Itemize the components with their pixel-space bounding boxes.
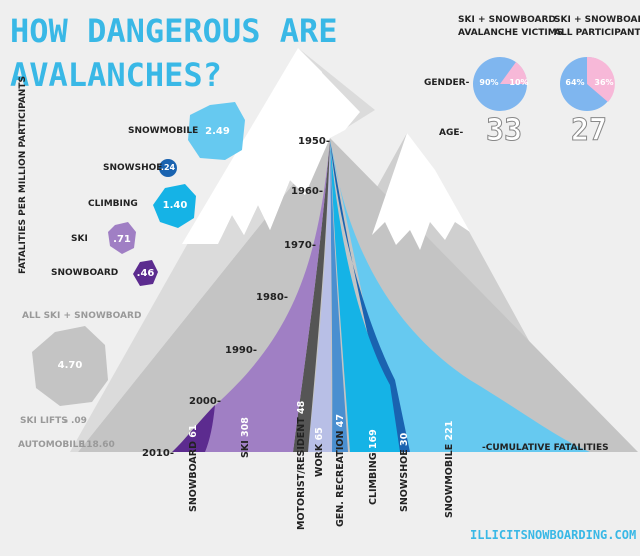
cat-snowboard-value: 61 bbox=[188, 424, 199, 438]
cat-snowshoe: SNOWSHOE 30 bbox=[399, 433, 410, 512]
bubble-snowmobile bbox=[188, 102, 245, 160]
rate-label-ski: SKI bbox=[71, 234, 88, 244]
bubble-climbing bbox=[153, 184, 196, 228]
cat-snowmobile-value: 221 bbox=[444, 420, 455, 441]
ski-lifts-label: SKI LIFTS bbox=[20, 416, 68, 426]
cat-gen-recreation-value: 47 bbox=[335, 414, 346, 428]
cat-snowshoe-label: SNOWSHOE bbox=[399, 449, 410, 512]
ski-lifts-value: .09 bbox=[71, 416, 87, 426]
year-1990: 1990- bbox=[225, 345, 257, 356]
all-ski-value: 4.70 bbox=[57, 360, 83, 371]
snow-cap-main-2 bbox=[182, 48, 330, 244]
bubble-ski-lifts bbox=[64, 419, 68, 423]
cat-snowmobile-label: SNOWMOBILE bbox=[444, 443, 455, 518]
cat-gen-recreation-label: GEN. RECREATION bbox=[335, 430, 346, 527]
bubble-snowboard bbox=[133, 260, 158, 286]
year-1960: 1960- bbox=[291, 186, 323, 197]
rate-label-snowshoe: SNOWSHOE bbox=[103, 163, 163, 173]
cat-ski-label: SKI bbox=[240, 440, 251, 458]
cat-work: WORK 65 bbox=[314, 427, 325, 477]
stream-snowshoe bbox=[330, 140, 410, 452]
stream-snowboard bbox=[172, 405, 215, 452]
automobile-value: 118.60 bbox=[80, 440, 115, 450]
all-ski-label: ALL SKI + SNOWBOARD bbox=[22, 311, 142, 321]
stream-motorist bbox=[293, 140, 330, 452]
cat-climbing: CLIMBING 169 bbox=[368, 429, 379, 505]
cat-ski: SKI 308 bbox=[240, 417, 251, 458]
rate-label-snowboard: SNOWBOARD bbox=[51, 268, 119, 278]
year-1980: 1980- bbox=[256, 292, 288, 303]
stream-work bbox=[308, 140, 332, 452]
cat-snowboard-label: SNOWBOARD bbox=[188, 441, 199, 512]
snow-cap-right bbox=[372, 133, 470, 250]
victims-male-pct: 90% bbox=[479, 78, 499, 87]
y-axis-label: FATALITIES PER MILLION PARTICIPANTS bbox=[18, 76, 28, 274]
victims-header-1: SKI + SNOWBOARD bbox=[458, 15, 556, 25]
year-2000: 2000- bbox=[189, 396, 221, 407]
stream-snowmobile bbox=[330, 140, 590, 452]
year-2010: 2010- bbox=[142, 448, 174, 459]
age-label: AGE- bbox=[439, 128, 464, 138]
year-1970: 1970- bbox=[284, 240, 316, 251]
title-line-1: HOW DANGEROUS ARE bbox=[10, 12, 338, 50]
rate-value-snowshoe: .24 bbox=[160, 163, 176, 172]
rate-value-snowmobile: 2.49 bbox=[205, 126, 230, 137]
victims-age: 33 bbox=[485, 113, 523, 149]
pie-participants-female bbox=[587, 56, 615, 102]
bubble-ski bbox=[108, 222, 136, 254]
participants-male-pct: 64% bbox=[565, 78, 585, 87]
gender-label: GENDER- bbox=[424, 78, 470, 88]
mountain-main bbox=[78, 138, 638, 452]
rate-value-snowboard: .46 bbox=[136, 268, 155, 279]
automobile-label: AUTOMOBILE bbox=[18, 440, 85, 450]
rate-value-ski: .71 bbox=[113, 234, 131, 245]
cat-snowboard: SNOWBOARD 61 bbox=[188, 424, 199, 512]
cat-climbing-label: CLIMBING bbox=[368, 452, 379, 505]
stream-climbing bbox=[330, 140, 400, 452]
pie-victims-female bbox=[500, 62, 528, 84]
cat-motorist-label: MOTORIST/RESIDENT bbox=[296, 417, 307, 530]
cat-climbing-value: 169 bbox=[368, 429, 379, 450]
cat-motorist: MOTORIST/RESIDENT 48 bbox=[296, 401, 307, 530]
cat-ski-value: 308 bbox=[240, 417, 251, 437]
cat-work-label: WORK bbox=[314, 443, 325, 477]
stream-ski bbox=[180, 140, 330, 452]
cumulative-label: -CUMULATIVE FATALITIES bbox=[482, 443, 609, 453]
rate-label-snowmobile: SNOWMOBILE bbox=[128, 126, 199, 136]
footer-url[interactable]: ILLICITSNOWBOARDING.COM bbox=[470, 528, 637, 542]
cat-motorist-value: 48 bbox=[296, 400, 307, 414]
cat-work-value: 65 bbox=[314, 427, 325, 441]
participants-header-2: ALL PARTICIPANTS bbox=[554, 28, 640, 38]
title-line-2: AVALANCHES? bbox=[10, 56, 222, 94]
stream-gen-recreation bbox=[330, 140, 348, 452]
rate-label-climbing: CLIMBING bbox=[88, 199, 138, 209]
cat-snowshoe-value: 30 bbox=[399, 432, 410, 446]
cat-snowmobile: SNOWMOBILE 221 bbox=[444, 421, 455, 518]
bubble-snowshoe bbox=[159, 159, 177, 177]
victims-header-2: AVALANCHE VICTIMS bbox=[458, 28, 564, 38]
participants-header-1: SKI + SNOWBOARD bbox=[554, 15, 640, 25]
bubble-all-ski bbox=[32, 326, 108, 406]
participants-female-pct: 36% bbox=[594, 78, 614, 87]
cat-gen-recreation: GEN. RECREATION 47 bbox=[335, 414, 346, 527]
victims-female-pct: 10% bbox=[509, 78, 529, 87]
year-1950: 1950- bbox=[298, 136, 330, 147]
participants-age: 27 bbox=[570, 113, 608, 149]
rate-value-climbing: 1.40 bbox=[162, 200, 188, 211]
